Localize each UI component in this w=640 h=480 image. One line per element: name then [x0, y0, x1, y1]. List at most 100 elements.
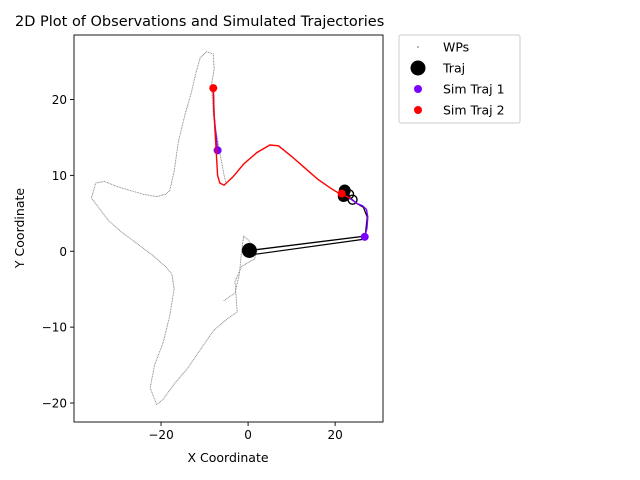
waypoint-dot	[234, 281, 236, 283]
waypoint-dot	[233, 313, 236, 315]
waypoint-dot	[221, 323, 223, 325]
waypoint-dot	[164, 265, 166, 267]
waypoint-dot	[167, 392, 169, 394]
waypoint-dot	[144, 194, 146, 196]
waypoint-dot	[130, 190, 132, 192]
waypoint-dot	[231, 315, 233, 317]
waypoint-dot	[190, 94, 192, 96]
waypoint-dot	[136, 243, 138, 245]
waypoint-dot	[185, 109, 187, 111]
waypoint-dot	[121, 231, 123, 233]
waypoint-dot	[176, 150, 178, 152]
waypoint-dot	[91, 196, 93, 198]
waypoint-dot	[91, 198, 93, 200]
waypoint-dot	[240, 255, 242, 257]
waypoint-dot	[174, 163, 176, 165]
waypoint-dot	[171, 302, 173, 304]
waypoint-dot	[160, 346, 163, 348]
waypoint-dot	[158, 401, 160, 403]
waypoint-dot	[171, 274, 173, 277]
waypoint-dot	[192, 83, 194, 85]
waypoint-dot	[130, 238, 132, 240]
waypoint-dot	[221, 165, 223, 167]
legend-swatch	[414, 106, 422, 114]
waypoint-dot	[213, 65, 215, 67]
waypoint-dot	[164, 396, 166, 398]
waypoint-dot	[163, 397, 165, 399]
waypoint-dot	[242, 243, 244, 245]
waypoint-dot	[153, 366, 155, 368]
waypoint-dot	[103, 214, 105, 216]
waypoint-dot	[150, 390, 152, 392]
waypoint-dot	[219, 155, 221, 157]
waypoint-dot	[194, 77, 196, 79]
waypoint-dot	[165, 192, 168, 194]
waypoint-dot	[178, 377, 180, 379]
waypoint-dot	[155, 257, 157, 259]
waypoint-dot	[171, 276, 173, 278]
waypoint-dot	[244, 263, 247, 265]
waypoint-dot	[174, 166, 176, 168]
waypoint-dot	[168, 316, 170, 318]
waypoint-dot	[92, 191, 94, 193]
waypoint-dot	[161, 262, 163, 264]
waypoint-dot	[163, 194, 165, 196]
waypoint-dot	[157, 402, 159, 405]
waypoint-dot	[211, 94, 213, 97]
waypoint-dot	[234, 287, 237, 289]
waypoint-dot	[247, 239, 249, 241]
waypoint-dot	[221, 163, 223, 165]
waypoint-dot	[188, 98, 190, 101]
waypoint-dot	[211, 52, 213, 54]
waypoint-dot	[152, 372, 154, 374]
series-sim-traj-2	[209, 84, 351, 199]
waypoint-dot	[162, 343, 164, 345]
waypoint-dot	[235, 300, 237, 302]
waypoint-dot	[189, 364, 191, 366]
waypoint-dot	[235, 279, 237, 281]
waypoint-dot	[161, 399, 163, 401]
waypoint-dot	[170, 185, 172, 187]
waypoint-dot	[212, 106, 214, 108]
waypoint-dot	[245, 237, 247, 239]
waypoint-dot	[213, 68, 215, 70]
waypoint-dot	[95, 203, 97, 206]
waypoint-dot	[195, 354, 198, 356]
waypoint-dot	[173, 383, 175, 385]
waypoint-dot	[161, 194, 164, 196]
waypoint-dot	[225, 180, 227, 183]
waypoint-dot	[183, 118, 185, 120]
waypoint-dot	[154, 195, 156, 197]
waypoint-dot	[110, 222, 112, 224]
waypoint-dot	[172, 278, 174, 280]
waypoint-dot	[175, 159, 177, 161]
waypoint-dot	[152, 195, 154, 197]
waypoint-dot	[163, 337, 165, 339]
waypoint-dot	[182, 121, 184, 124]
waypoint-dot	[210, 333, 212, 335]
waypoint-dot	[204, 342, 206, 344]
waypoint-dot	[248, 261, 250, 263]
waypoint-dot	[128, 189, 130, 191]
waypoint-dot	[241, 250, 243, 252]
waypoint-dot	[160, 261, 162, 263]
sim-traj-marker	[360, 232, 369, 241]
waypoint-dot	[217, 141, 219, 143]
waypoint-dot	[239, 266, 241, 269]
waypoint-dot	[186, 108, 188, 110]
waypoint-dot	[106, 182, 108, 184]
waypoint-dot	[240, 252, 242, 254]
waypoint-dot	[239, 270, 241, 272]
waypoint-dot	[202, 345, 204, 347]
waypoint-dot	[211, 98, 213, 100]
waypoint-dot	[193, 358, 195, 360]
waypoint-dot	[199, 57, 201, 59]
waypoint-dot	[198, 60, 200, 62]
waypoint-dot	[144, 248, 146, 250]
waypoint-dot	[152, 394, 154, 396]
waypoint-dot	[194, 75, 196, 77]
waypoint-dot	[228, 317, 230, 319]
waypoint-dot	[254, 256, 256, 258]
waypoint-dot	[160, 194, 162, 197]
waypoint-dot	[171, 273, 173, 275]
